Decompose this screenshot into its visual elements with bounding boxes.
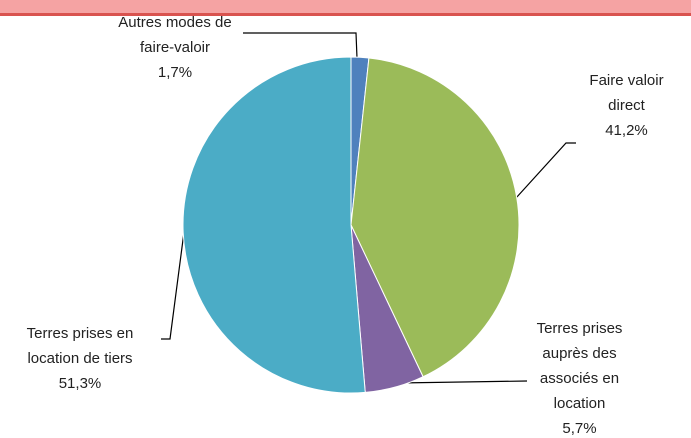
category-label: Faire valoir direct	[589, 72, 664, 114]
banner	[0, 0, 691, 16]
slice	[350, 57, 520, 378]
leader-line	[161, 231, 185, 340]
slice-label: Terres prises auprès des associés en loc…	[522, 316, 637, 438]
slice-label: Faire valoir direct 41,2%	[574, 68, 679, 143]
slice	[182, 56, 366, 394]
leader-line	[515, 142, 576, 199]
pie	[182, 56, 520, 394]
category-label: Terres prises auprès des associés en loc…	[536, 320, 623, 412]
value-label: 1,7%	[157, 64, 193, 81]
leader-line	[396, 380, 528, 386]
category-label: Autres modes de faire-valoir	[118, 14, 232, 56]
value-label: 51,3%	[58, 375, 102, 392]
value-label: 41,2%	[605, 122, 648, 139]
slice-label: Autres modes de faire-valoir 1,7%	[110, 10, 240, 85]
value-label: 5,7%	[562, 420, 597, 437]
slice-label: Terres prises en location de tiers 51,3%	[5, 321, 155, 396]
leader-line	[243, 32, 358, 59]
category-label: Terres prises en location de tiers	[26, 325, 134, 367]
